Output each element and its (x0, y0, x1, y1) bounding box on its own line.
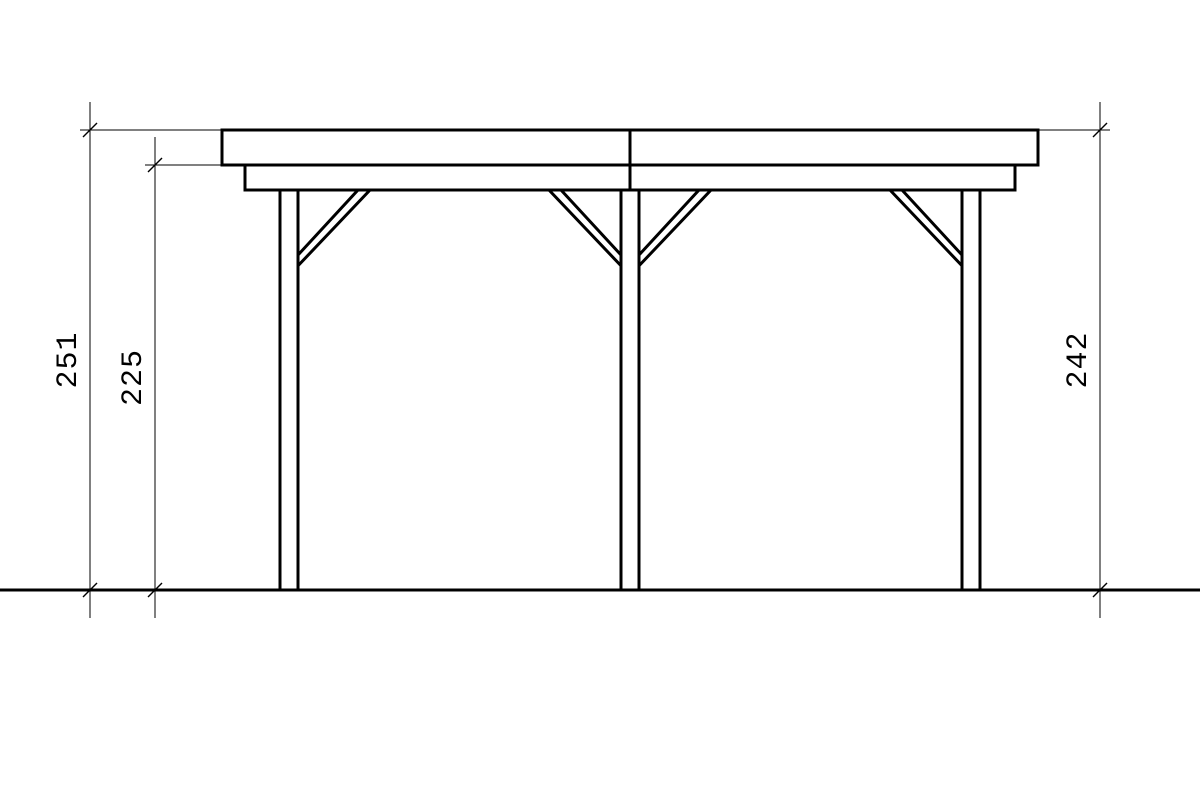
post-right (962, 190, 980, 590)
elevation-drawing: 251 225 242 (0, 0, 1200, 800)
post-left (280, 190, 298, 590)
dimension: 225 (117, 137, 155, 618)
dimension-label: 225 (117, 349, 151, 406)
dimension-label: 242 (1062, 331, 1096, 388)
dimension: 242 (1062, 102, 1100, 618)
post-mid (621, 190, 639, 590)
dimension-label: 251 (52, 331, 86, 388)
knee-brace (549, 190, 621, 266)
dimension: 251 (52, 102, 90, 618)
knee-brace (298, 190, 370, 266)
knee-brace (639, 190, 711, 266)
knee-brace (890, 190, 962, 266)
